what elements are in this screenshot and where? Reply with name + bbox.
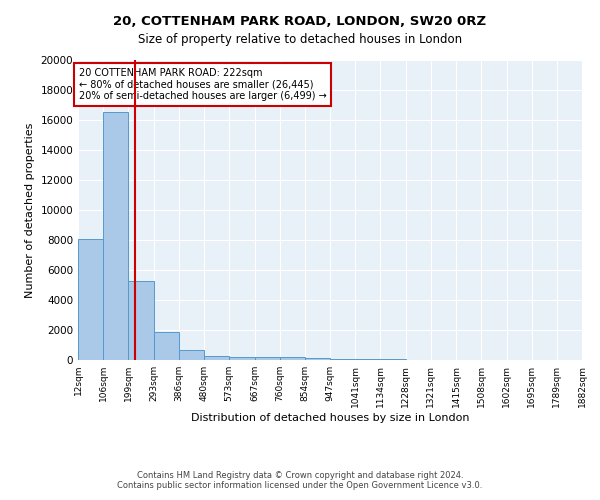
- Bar: [330, 359, 355, 360]
- Bar: [128, 280, 154, 360]
- Bar: [280, 358, 305, 360]
- Bar: [179, 350, 204, 360]
- X-axis label: Distribution of detached houses by size in London: Distribution of detached houses by size …: [191, 412, 469, 422]
- Bar: [254, 357, 280, 360]
- Bar: [154, 332, 179, 360]
- Bar: [229, 356, 254, 360]
- Text: Contains HM Land Registry data © Crown copyright and database right 2024.
Contai: Contains HM Land Registry data © Crown c…: [118, 470, 482, 490]
- Bar: [305, 358, 330, 360]
- Bar: [103, 112, 128, 360]
- Bar: [204, 356, 229, 360]
- Bar: [78, 238, 103, 360]
- Bar: [355, 359, 380, 360]
- Y-axis label: Number of detached properties: Number of detached properties: [25, 122, 35, 298]
- Text: 20, COTTENHAM PARK ROAD, LONDON, SW20 0RZ: 20, COTTENHAM PARK ROAD, LONDON, SW20 0R…: [113, 15, 487, 28]
- Text: 20 COTTENHAM PARK ROAD: 222sqm
← 80% of detached houses are smaller (26,445)
20%: 20 COTTENHAM PARK ROAD: 222sqm ← 80% of …: [79, 68, 326, 100]
- Text: Size of property relative to detached houses in London: Size of property relative to detached ho…: [138, 32, 462, 46]
